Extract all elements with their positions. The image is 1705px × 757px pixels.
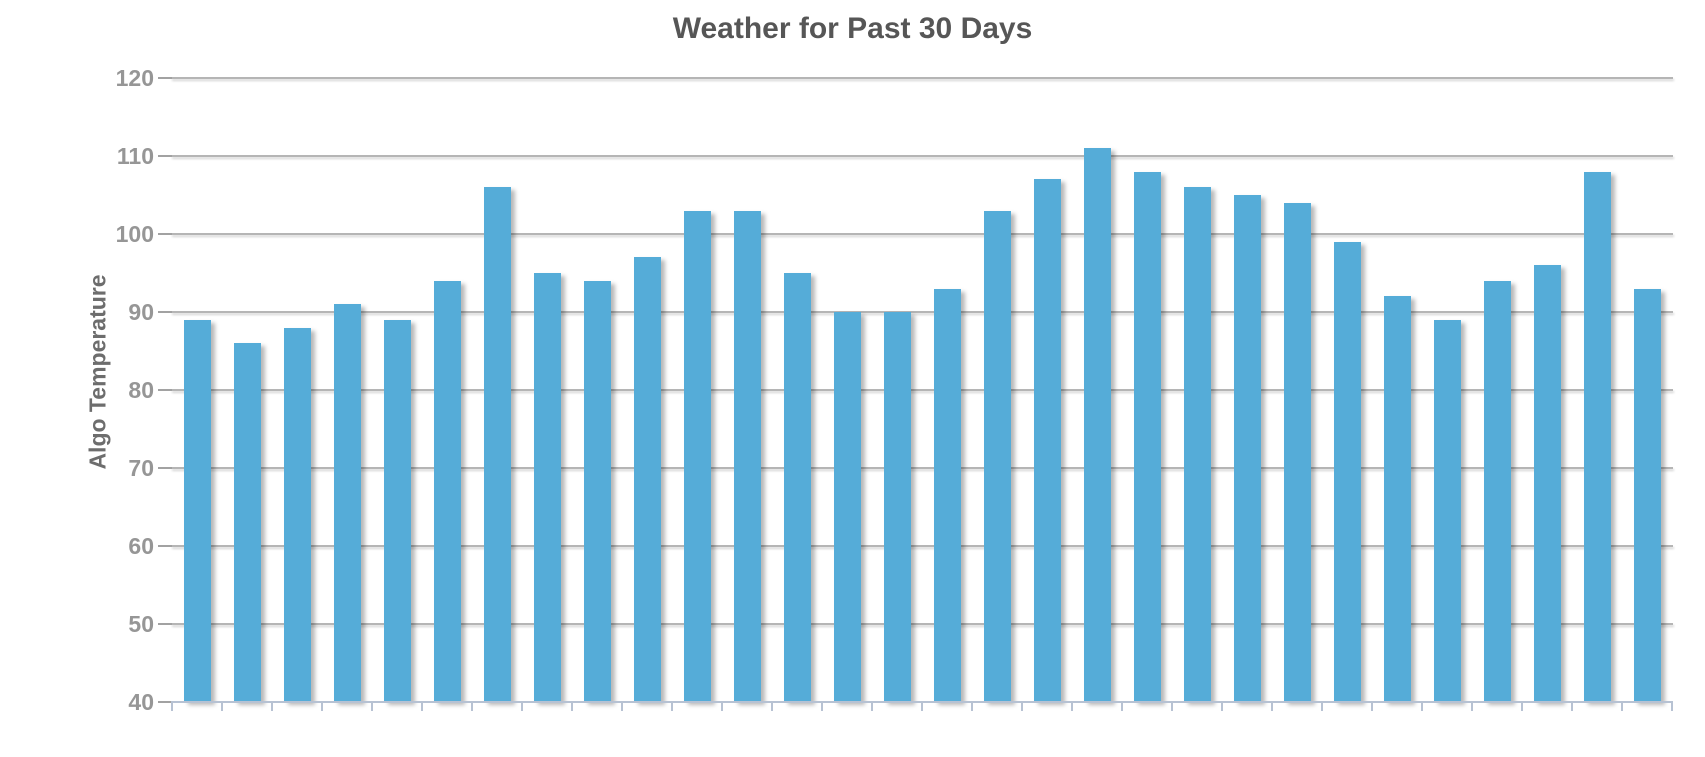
bar-day-6[interactable]: [433, 280, 461, 702]
x-tick-mark-23: [1321, 702, 1323, 711]
bar-day-12[interactable]: [733, 210, 761, 702]
bar-day-29[interactable]: [1583, 171, 1611, 702]
gridline-70: [171, 467, 1673, 469]
gridline-80: [171, 389, 1673, 391]
bar-day-23[interactable]: [1283, 202, 1311, 702]
bar-day-16[interactable]: [933, 288, 961, 702]
bar-day-30[interactable]: [1633, 288, 1661, 702]
bar-day-21[interactable]: [1183, 187, 1211, 702]
bar-day-22[interactable]: [1233, 195, 1261, 702]
x-axis-line: [171, 701, 1673, 703]
x-tick-mark-19: [1121, 702, 1123, 711]
x-tick-mark-28: [1571, 702, 1573, 711]
y-tick-label-70: 70: [128, 455, 154, 481]
x-tick-mark-15: [921, 702, 923, 711]
x-tick-mark-18: [1071, 702, 1073, 711]
x-tick-mark-5: [421, 702, 423, 711]
y-tick-mark-100: [158, 233, 172, 235]
y-tick-label-50: 50: [128, 611, 154, 637]
bar-day-17[interactable]: [983, 210, 1011, 702]
x-tick-mark-7: [521, 702, 523, 711]
y-tick-label-110: 110: [116, 143, 154, 169]
gridline-100: [171, 233, 1673, 235]
x-tick-mark-22: [1271, 702, 1273, 711]
bar-day-9[interactable]: [583, 280, 611, 702]
bar-day-11[interactable]: [683, 210, 711, 702]
bar-day-19[interactable]: [1083, 148, 1111, 702]
bar-day-24[interactable]: [1333, 241, 1361, 702]
bar-day-13[interactable]: [783, 273, 811, 702]
y-tick-mark-40: [158, 701, 172, 703]
bar-day-15[interactable]: [883, 312, 911, 702]
gridline-90: [171, 311, 1673, 313]
y-tick-mark-60: [158, 545, 172, 547]
x-tick-mark-10: [671, 702, 673, 711]
bar-day-1[interactable]: [183, 319, 211, 702]
bar-day-3[interactable]: [283, 327, 311, 702]
gridline-110: [171, 155, 1673, 157]
y-tick-mark-90: [158, 311, 172, 313]
y-tick-mark-50: [158, 623, 172, 625]
bar-day-25[interactable]: [1383, 296, 1411, 702]
x-tick-mark-21: [1221, 702, 1223, 711]
gridline-60: [171, 545, 1673, 547]
y-tick-mark-70: [158, 467, 172, 469]
x-tick-mark-16: [971, 702, 973, 711]
x-tick-mark-29: [1621, 702, 1623, 711]
gridline-50: [171, 623, 1673, 625]
x-tick-mark-13: [821, 702, 823, 711]
bar-day-27[interactable]: [1483, 280, 1511, 702]
y-tick-mark-80: [158, 389, 172, 391]
y-tick-label-90: 90: [128, 299, 154, 325]
x-tick-mark-4: [371, 702, 373, 711]
y-tick-label-60: 60: [128, 533, 154, 559]
x-tick-mark-0: [171, 702, 173, 711]
x-tick-mark-11: [721, 702, 723, 711]
bar-day-7[interactable]: [483, 187, 511, 702]
x-tick-mark-9: [621, 702, 623, 711]
x-tick-mark-14: [871, 702, 873, 711]
x-tick-mark-2: [271, 702, 273, 711]
bar-day-26[interactable]: [1433, 319, 1461, 702]
x-tick-mark-17: [1021, 702, 1023, 711]
bar-day-18[interactable]: [1033, 179, 1061, 702]
y-tick-label-120: 120: [115, 65, 154, 91]
x-tick-mark-6: [471, 702, 473, 711]
bar-day-20[interactable]: [1133, 171, 1161, 702]
x-tick-mark-8: [571, 702, 573, 711]
y-tick-mark-120: [158, 77, 172, 79]
x-tick-mark-27: [1521, 702, 1523, 711]
bar-day-14[interactable]: [833, 312, 861, 702]
y-tick-label-40: 40: [128, 689, 154, 715]
gridline-120: [171, 77, 1673, 79]
x-tick-mark-26: [1471, 702, 1473, 711]
bar-day-8[interactable]: [533, 273, 561, 702]
y-tick-label-100: 100: [115, 221, 154, 247]
y-tick-mark-110: [158, 155, 172, 157]
x-tick-mark-30: [1671, 702, 1673, 711]
x-tick-mark-25: [1421, 702, 1423, 711]
bar-day-28[interactable]: [1533, 265, 1561, 702]
x-tick-mark-12: [771, 702, 773, 711]
chart-title: Weather for Past 30 Days: [672, 12, 1033, 45]
bar-day-5[interactable]: [383, 319, 411, 702]
x-tick-mark-1: [221, 702, 223, 711]
y-tick-label-80: 80: [128, 377, 154, 403]
x-tick-mark-20: [1171, 702, 1173, 711]
bar-day-2[interactable]: [233, 343, 261, 702]
bar-day-4[interactable]: [333, 304, 361, 702]
bar-day-10[interactable]: [633, 257, 661, 702]
x-tick-mark-24: [1371, 702, 1373, 711]
x-tick-mark-3: [321, 702, 323, 711]
